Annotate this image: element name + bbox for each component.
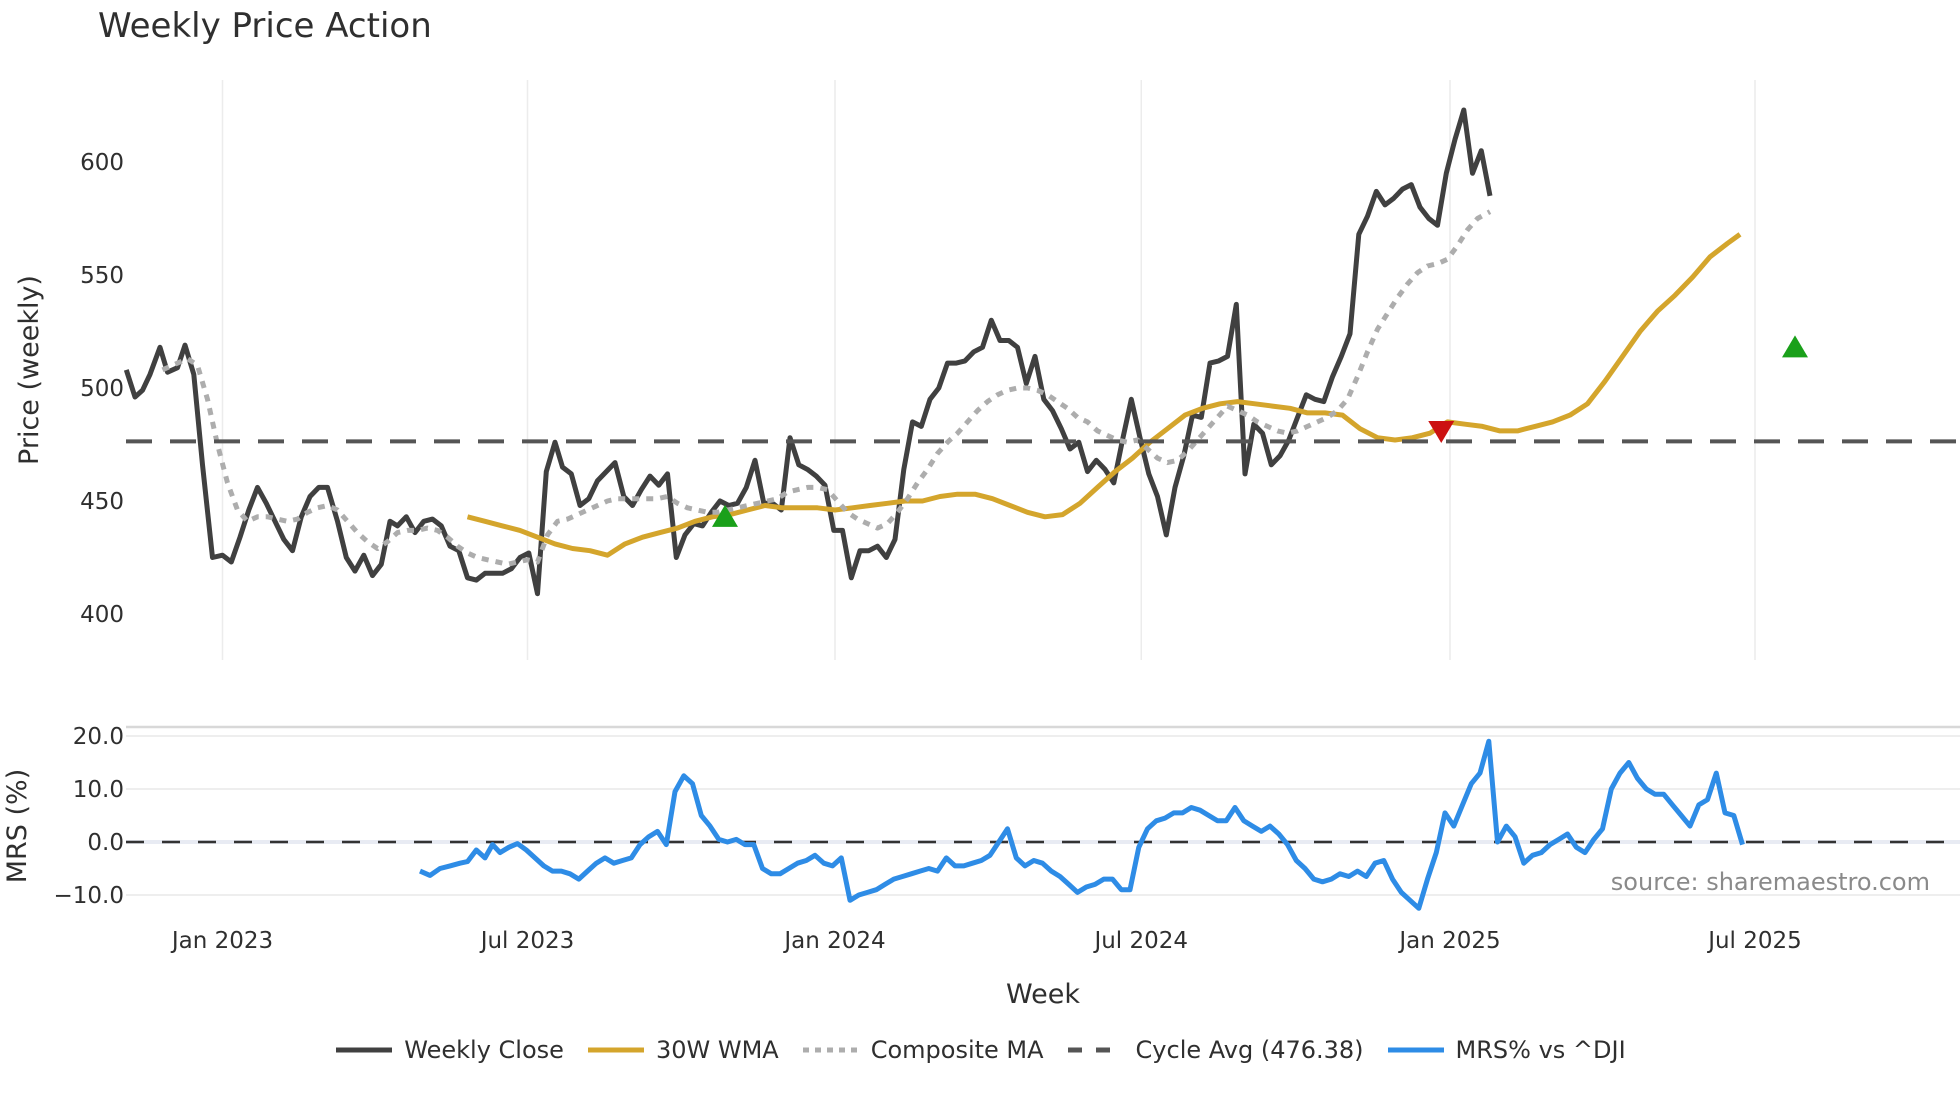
legend-swatch-icon xyxy=(802,1047,859,1053)
legend: Weekly Close 30W WMA Composite MA Cycle Avg… xyxy=(0,1036,1960,1064)
x-axis-label: Week xyxy=(1006,979,1080,1010)
legend-label: 30W WMA xyxy=(655,1036,779,1064)
legend-swatch-icon xyxy=(1067,1047,1124,1053)
price-y-tick: 400 xyxy=(80,602,124,628)
mrs-y-axis-label: MRS (%) xyxy=(2,769,33,884)
mrs-y-tick: −10.0 xyxy=(54,883,124,909)
gridlines xyxy=(126,80,1960,896)
x-tick-label: Jan 2025 xyxy=(1397,928,1500,954)
legend-item[interactable]: Weekly Close xyxy=(334,1036,564,1064)
mrs-vs-dji-line xyxy=(419,738,1745,911)
legend-swatch-icon xyxy=(1387,1047,1444,1053)
mrs-y-tick: 0.0 xyxy=(87,830,124,856)
price-y-tick: 450 xyxy=(80,489,124,515)
price-y-axis-label: Price (weekly) xyxy=(14,275,45,465)
x-tick-label: Jul 2025 xyxy=(1706,928,1802,954)
legend-label: MRS% vs ^DJI xyxy=(1455,1036,1626,1064)
buy-signal-marker-icon xyxy=(1782,335,1808,358)
price-y-tick: 550 xyxy=(80,263,124,289)
legend-swatch-icon xyxy=(587,1047,644,1053)
price-y-tick: 500 xyxy=(80,376,124,402)
legend-label: Weekly Close xyxy=(404,1036,564,1064)
legend-item[interactable]: 30W WMA xyxy=(586,1036,779,1064)
x-tick-label: Jan 2024 xyxy=(782,928,885,954)
price-y-tick: 600 xyxy=(80,150,124,176)
legend-label: Composite MA xyxy=(870,1036,1044,1064)
x-tick-label: Jul 2024 xyxy=(1092,928,1188,954)
legend-label: Cycle Avg (476.38) xyxy=(1135,1036,1364,1064)
mrs-y-tick: 10.0 xyxy=(73,777,124,803)
mrs-panel xyxy=(126,738,1960,911)
composite-ma-line xyxy=(161,209,1492,567)
legend-item[interactable]: Composite MA xyxy=(801,1036,1044,1064)
30w-wma-line xyxy=(466,232,1742,558)
x-tick-label: Jul 2023 xyxy=(479,928,575,954)
chart-title: Weekly Price Action xyxy=(98,6,432,46)
price-panel xyxy=(123,107,1960,597)
weekly-close-line xyxy=(123,107,1493,597)
mrs-y-tick: 20.0 xyxy=(73,724,124,750)
x-tick-label: Jan 2023 xyxy=(170,928,273,954)
legend-item[interactable]: Cycle Avg (476.38) xyxy=(1066,1036,1364,1064)
sell-signal-marker-icon xyxy=(1428,420,1455,443)
buy-signal-marker-icon xyxy=(712,504,738,527)
legend-swatch-icon xyxy=(336,1047,393,1053)
axes: Jan 2023 Jul 2023 Jan 2024 Jul 2024 Jan 2025… xyxy=(2,150,1930,1010)
source-annotation: source: sharemaestro.com xyxy=(1611,868,1930,896)
legend-item[interactable]: MRS% vs ^DJI xyxy=(1386,1036,1626,1064)
